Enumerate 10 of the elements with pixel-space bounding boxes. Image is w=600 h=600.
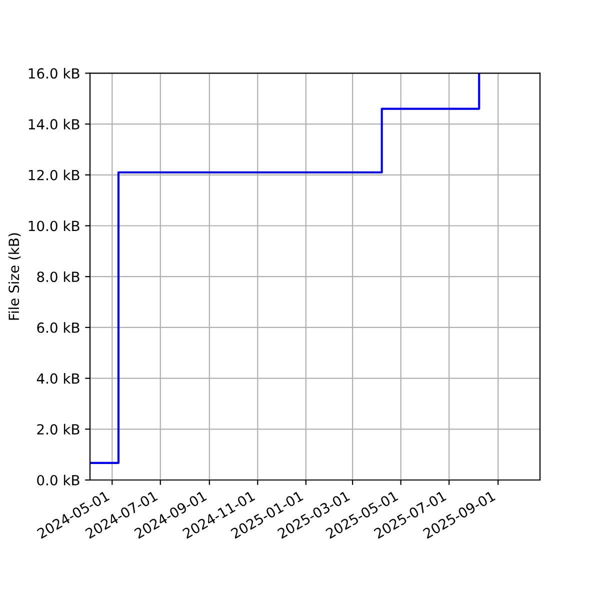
y-tick-label: 4.0 kB	[36, 373, 80, 384]
y-tick-label: 0.0 kB	[37, 474, 80, 486]
y-tick-label: 12.0 kB	[28, 170, 80, 180]
y-tick-label: 14.0 kB	[28, 118, 80, 130]
y-tick-label: 2.0 kB	[37, 424, 80, 435]
y-tick-label: 16.0 kB	[28, 68, 80, 79]
y-axis-title: File Size (kB)	[8, 233, 21, 320]
y-tick-label: 6.0 kB	[37, 322, 80, 333]
y-tick-label: 8.0 kB	[37, 271, 80, 282]
y-tick-label: 10.0 kB	[28, 220, 80, 232]
